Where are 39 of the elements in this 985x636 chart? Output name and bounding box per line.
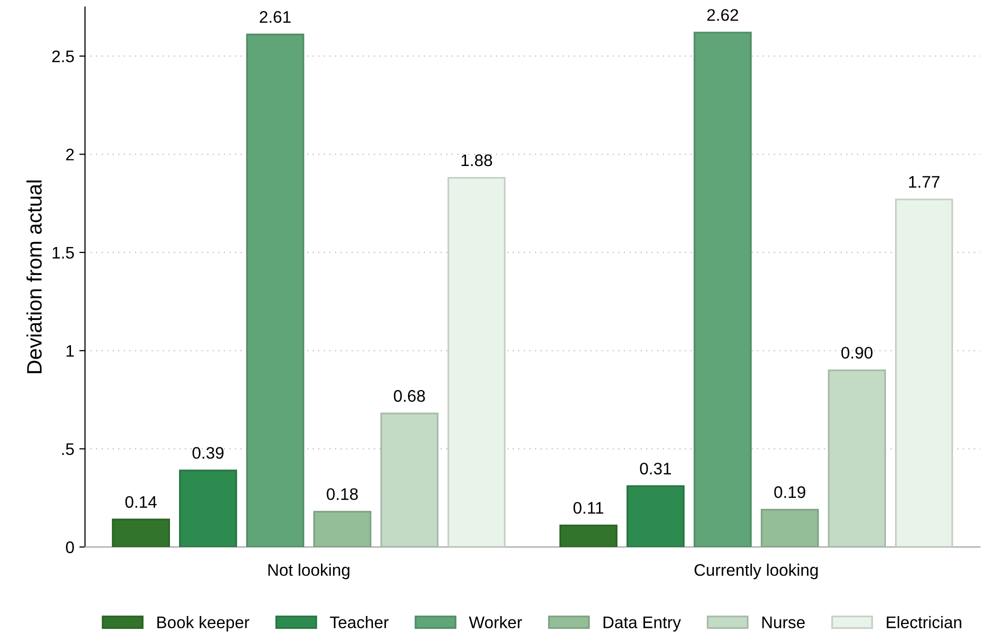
data-label: 0.11 (573, 502, 604, 514)
legend-label: Nurse (762, 616, 805, 628)
data-label: 0.68 (394, 390, 425, 402)
data-label: 0.90 (841, 346, 873, 359)
legend-label: Worker (468, 616, 522, 628)
y-tick-label: 2.5 (52, 50, 74, 62)
y-tick-label: 1 (66, 345, 74, 357)
legend-label: Teacher (330, 616, 389, 628)
data-label: 0.14 (125, 496, 157, 508)
bar (828, 369, 886, 547)
data-label: 2.61 (260, 11, 291, 23)
data-label: 1.77 (909, 176, 940, 188)
bar (380, 412, 438, 547)
legend-label: Book keeper (157, 616, 250, 632)
bar (895, 198, 954, 547)
bar (626, 485, 685, 547)
bar (694, 32, 752, 547)
bar (313, 510, 372, 547)
data-label: 0.31 (640, 462, 671, 474)
bar (760, 508, 819, 547)
data-label: 2.62 (707, 9, 738, 21)
x-tick-label: Not looking (268, 564, 350, 580)
y-tick-label: 1.5 (52, 247, 74, 259)
legend-label: Data Entry (604, 616, 681, 632)
x-tick-label: Currently looking (694, 564, 818, 580)
bar (246, 34, 304, 547)
data-label: 1.88 (462, 154, 492, 166)
y-tick-label: .5 (62, 443, 74, 456)
data-label: 0.18 (326, 488, 358, 500)
y-tick-label: 2 (66, 148, 74, 160)
legend-label: Electrician (886, 616, 962, 628)
bar (112, 518, 170, 547)
bar (179, 470, 238, 547)
bar (448, 177, 506, 547)
data-label: 0.19 (774, 486, 806, 498)
data-label: 0.39 (192, 446, 224, 459)
y-axis-title: Deviation from actual (26, 180, 42, 374)
y-tick-label: 0 (66, 541, 74, 554)
bar (559, 524, 618, 547)
